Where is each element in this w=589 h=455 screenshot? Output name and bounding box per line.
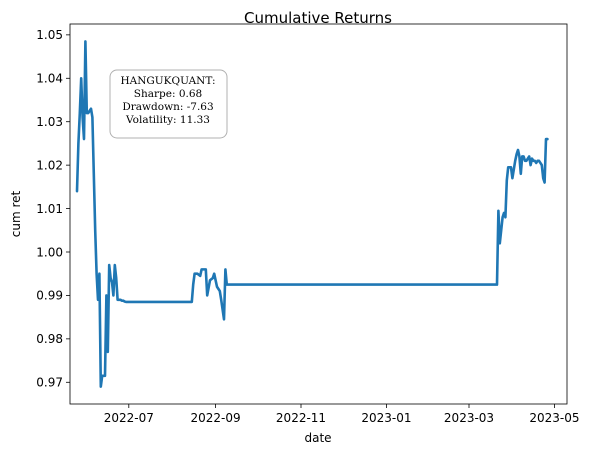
y-tick-label: 1.05 <box>36 28 63 42</box>
plot-area <box>75 40 549 388</box>
cumulative-return-line <box>75 40 549 388</box>
y-axis-label: cum ret <box>9 190 23 237</box>
y-tick-label: 1.02 <box>36 158 63 172</box>
annotation-line-sharpe: Sharpe: 0.68 <box>134 88 202 100</box>
y-axis-ticks: 0.97 0.98 0.99 1.00 1.01 1.02 1.03 1.04 1.05 <box>36 28 70 390</box>
y-tick-label: 0.97 <box>36 376 63 390</box>
annotation-line-volatility: Volatility: 11.33 <box>125 114 210 126</box>
x-tick-label: 2022-09 <box>191 411 241 425</box>
stats-annotation: HANGUKQUANT: Sharpe: 0.68 Drawdown: -7.6… <box>109 69 228 139</box>
axes-frame <box>69 23 568 405</box>
y-tick-label: 0.99 <box>36 289 63 303</box>
y-tick-label: 0.98 <box>36 332 63 346</box>
x-tick-label: 2023-05 <box>529 411 579 425</box>
chart-title: Cumulative Returns <box>244 9 392 27</box>
annotation-line-strategy: HANGUKQUANT: <box>120 75 215 87</box>
annotation-box <box>109 69 228 139</box>
annotation-line-drawdown: Drawdown: -7.63 <box>122 101 213 113</box>
x-tick-label: 2022-11 <box>276 411 326 425</box>
x-tick-label: 2022-07 <box>104 411 154 425</box>
x-tick-label: 2023-03 <box>444 411 494 425</box>
y-tick-label: 1.03 <box>36 115 63 129</box>
y-tick-label: 1.04 <box>36 72 63 86</box>
y-tick-label: 1.00 <box>36 245 63 259</box>
x-axis-ticks: 2022-07 2022-09 2022-11 2023-01 2023-03 2023-… <box>104 404 579 425</box>
x-axis-label: date <box>304 431 331 445</box>
x-tick-label: 2023-01 <box>361 411 411 425</box>
y-tick-label: 1.01 <box>36 202 63 216</box>
